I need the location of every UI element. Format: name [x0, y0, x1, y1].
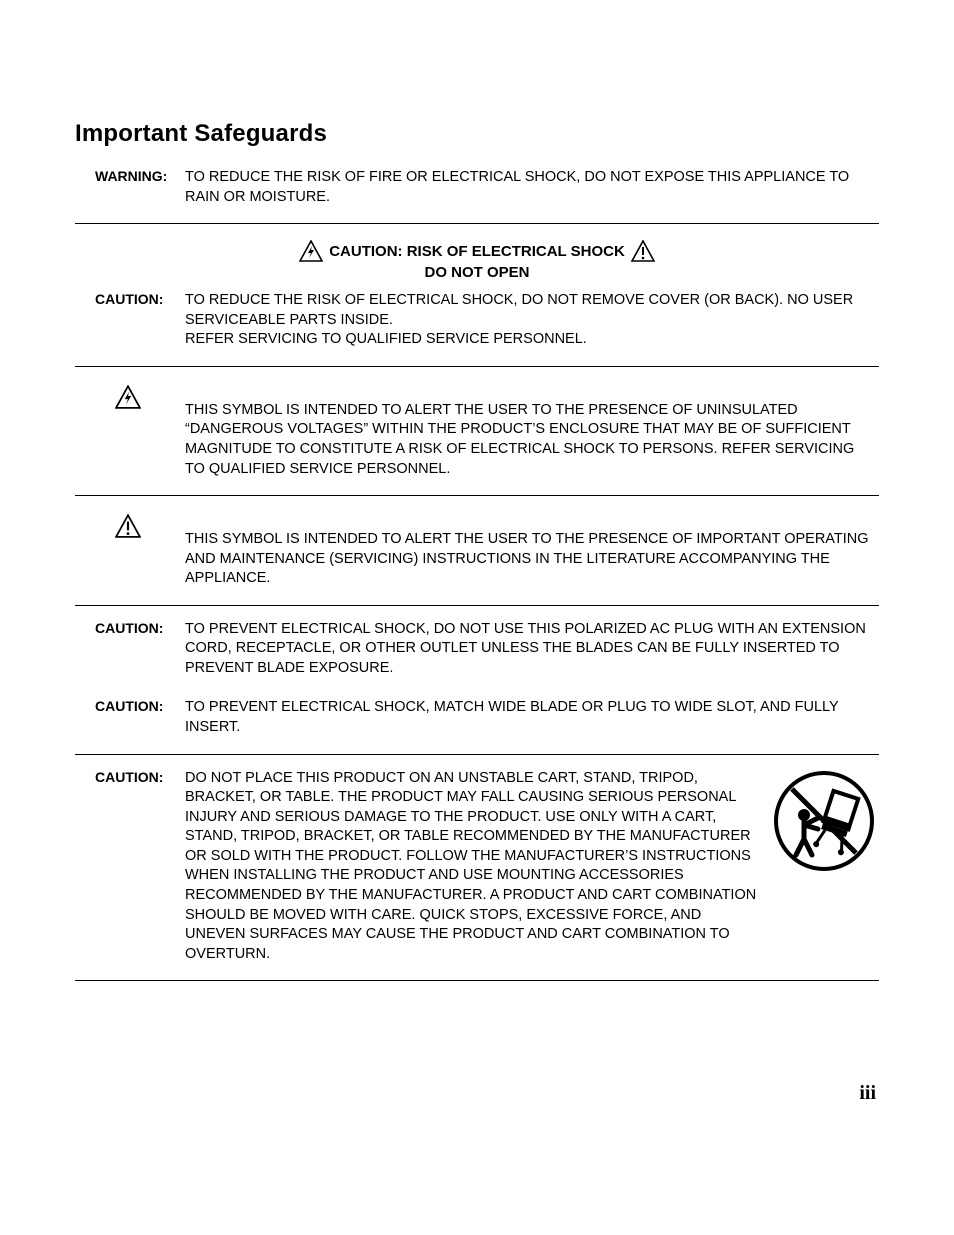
caution-blade-block: CAUTION: TO PREVENT ELECTRICAL SHOCK, MA… — [75, 692, 879, 751]
voltage-symbol-block: THIS SYMBOL IS INTENDED TO ALERT THE USE… — [75, 371, 879, 493]
caution-cart-block: CAUTION: DO NOT PLACE THIS PRODUCT ON AN… — [75, 759, 879, 979]
caution-blade-label: CAUTION: — [75, 698, 185, 737]
exclaim-symbol-block: THIS SYMBOL IS INTENDED TO ALERT THE USE… — [75, 500, 879, 603]
warning-block: WARNING: TO REDUCE THE RISK OF FIRE OR E… — [75, 162, 879, 221]
caution-blade-text: TO PREVENT ELECTRICAL SHOCK, MATCH WIDE … — [185, 698, 879, 737]
lightning-triangle-icon — [115, 396, 141, 413]
caution-header: CAUTION: RISK OF ELECTRICAL SHOCK DO NOT… — [75, 228, 879, 285]
divider — [75, 980, 879, 981]
warning-label: WARNING: — [75, 168, 185, 207]
divider — [75, 366, 879, 367]
caution-plug-block: CAUTION: TO PREVENT ELECTRICAL SHOCK, DO… — [75, 610, 879, 693]
exclaim-symbol-text: THIS SYMBOL IS INTENDED TO ALERT THE USE… — [185, 512, 879, 589]
divider — [75, 495, 879, 496]
caution-header-line1: CAUTION: RISK OF ELECTRICAL SHOCK — [329, 243, 625, 260]
caution-header-line2: DO NOT OPEN — [75, 264, 879, 281]
page-number: iii — [859, 1082, 876, 1105]
divider — [75, 223, 879, 224]
caution-noopen-block: CAUTION: TO REDUCE THE RISK OF ELECTRICA… — [75, 285, 879, 364]
caution-noopen-text: TO REDUCE THE RISK OF ELECTRICAL SHOCK, … — [185, 291, 879, 350]
caution-plug-label: CAUTION: — [75, 620, 185, 679]
exclaim-triangle-icon — [115, 525, 141, 542]
caution-plug-text: TO PREVENT ELECTRICAL SHOCK, DO NOT USE … — [185, 620, 879, 679]
lightning-triangle-icon — [299, 240, 323, 262]
caution-cart-text: DO NOT PLACE THIS PRODUCT ON AN UNSTABLE… — [185, 769, 769, 965]
voltage-symbol-text: THIS SYMBOL IS INTENDED TO ALERT THE USE… — [185, 383, 879, 479]
divider — [75, 754, 879, 755]
caution-noopen-label: CAUTION: — [75, 291, 185, 350]
caution-cart-label: CAUTION: — [75, 769, 185, 965]
exclaim-triangle-icon — [631, 240, 655, 262]
warning-text: TO REDUCE THE RISK OF FIRE OR ELECTRICAL… — [185, 168, 879, 207]
tipping-cart-icon — [769, 769, 879, 965]
divider — [75, 605, 879, 606]
page-title: Important Safeguards — [75, 120, 879, 148]
